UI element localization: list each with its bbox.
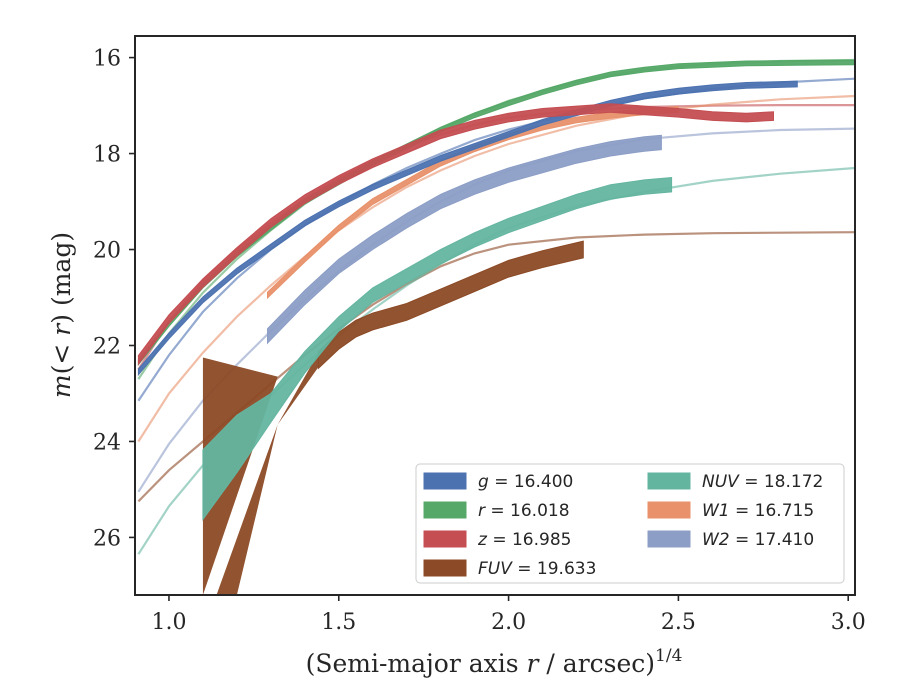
y-tick-label: 26: [93, 526, 121, 551]
legend-swatch-r: [423, 501, 467, 519]
y-tick-label: 20: [93, 239, 121, 264]
data-band-z: [137, 103, 774, 366]
data-band-nuv: [202, 176, 673, 521]
legend-swatch-w1: [647, 501, 691, 519]
x-tick-label: 2.5: [661, 610, 696, 635]
legend-swatch-z: [423, 530, 467, 548]
y-tick-label: 24: [93, 430, 121, 455]
data-bands: [137, 59, 855, 595]
y-tick-label: 16: [93, 47, 121, 72]
legend-label-z: z = 16.985: [477, 530, 571, 550]
legend-label-w2: W2 = 17.410: [702, 530, 814, 550]
y-axis-label: m(< r) (mag): [47, 232, 76, 398]
legend-swatch-fuv: [423, 559, 467, 577]
legend: g = 16.400 r = 16.018 z = 16.985 FUV = 19.6…: [415, 463, 845, 584]
legend-label-fuv: FUV = 19.633: [478, 559, 596, 579]
legend-swatch-w2: [647, 530, 691, 548]
x-tick-label: 1.0: [151, 610, 186, 635]
y-axis: 16 18 20 22 24 26: [93, 47, 135, 551]
legend-label-r: r = 16.018: [478, 501, 570, 521]
legend-swatch-g: [423, 472, 467, 490]
x-tick-label: 1.5: [321, 610, 356, 635]
legend-box: [415, 463, 845, 584]
legend-label-w1: W1 = 16.715: [702, 501, 814, 521]
y-tick-label: 22: [93, 334, 121, 359]
x-tick-label: 3.0: [831, 610, 866, 635]
data-band-fuv-tail: [216, 352, 319, 595]
legend-label-g: g = 16.400: [478, 472, 573, 492]
y-tick-label: 18: [93, 143, 121, 168]
legend-swatch-nuv: [647, 472, 691, 490]
x-axis: 1.0 1.5 2.0 2.5 3.0: [151, 595, 866, 635]
x-axis-label: (Semi-major axis r / arcsec)1/4: [306, 646, 683, 678]
legend-label-nuv: NUV = 18.172: [702, 472, 823, 492]
plot-frame: [134, 35, 856, 596]
x-tick-label: 2.0: [491, 610, 526, 635]
data-band-g: [137, 80, 798, 377]
data-band-fuv: [317, 240, 584, 370]
data-band-w2: [267, 134, 662, 345]
